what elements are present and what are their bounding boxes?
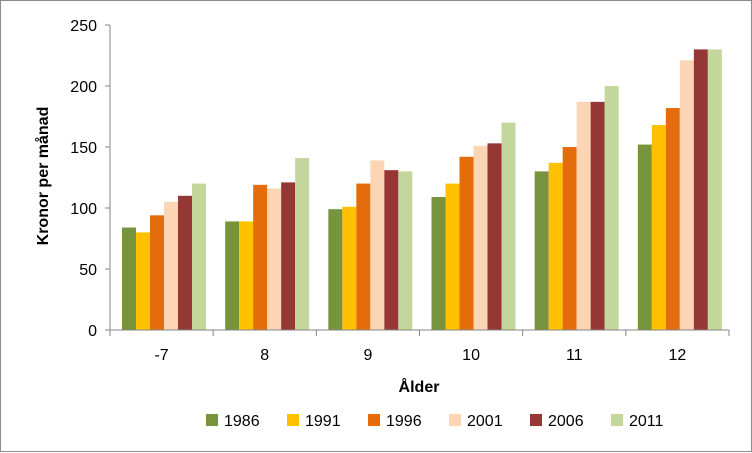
y-axis-title: Kronor per månad [34,107,52,246]
bar-1986-12 [637,144,652,330]
x-tick-label: -7 [154,347,168,364]
x-tick-label: 8 [260,347,269,364]
legend-label-2006: 2006 [548,413,584,430]
bar-2006-8 [281,182,296,330]
bar-1991-12 [651,125,666,330]
x-axis-title: Ålder [399,377,440,396]
bar-2011-10 [501,122,516,330]
bar-1986-10 [431,197,446,330]
y-tick-label: 100 [70,201,97,218]
x-tick-label: 11 [566,347,583,364]
bar-1996-12 [665,107,680,331]
bar-1991-11 [548,162,563,330]
bar-1986-11 [534,171,549,330]
legend-swatch-2001 [449,414,461,426]
bar-2011--7 [192,183,206,330]
bar-1996--7 [150,215,164,330]
bar-1996-10 [459,156,474,330]
bar-2001-10 [473,145,488,330]
bar-2001-9 [370,160,385,330]
legend-swatch-1991 [287,414,299,426]
x-tick-label: 10 [462,347,480,364]
bar-2011-9 [398,171,413,330]
legend-label-1991: 1991 [305,413,341,430]
bar-2001-8 [267,188,282,330]
legend-label-1986: 1986 [224,413,260,430]
bar-2011-8 [295,157,310,330]
y-tick-label: 50 [79,262,97,279]
bar-2006-12 [693,49,708,331]
y-tick-label: 250 [70,18,97,35]
x-tick-label: 12 [669,347,687,364]
bar-1986--7 [122,227,136,330]
bar-1996-11 [562,147,577,330]
y-tick-label: 0 [88,323,97,340]
bar-2001-11 [576,101,591,330]
bar-2001--7 [164,201,178,330]
legend-swatch-1996 [368,414,380,426]
bar-1991-8 [239,221,254,330]
bar-1986-9 [328,209,343,330]
bar-1996-9 [356,183,371,330]
bar-2006-10 [487,143,502,330]
legend-swatch-1986 [206,414,218,426]
legend-swatch-2006 [530,414,542,426]
x-tick-label: 9 [363,347,372,364]
legend-label-1996: 1996 [386,413,422,430]
bar-1991-9 [342,206,357,330]
bar-2006-11 [590,101,605,330]
bar-1991-10 [445,183,460,330]
bar-2011-12 [707,49,722,331]
y-tick-label: 200 [70,79,97,96]
bar-2011-11 [604,86,619,330]
bar-2006-9 [384,170,399,330]
legend-swatch-2011 [611,414,623,426]
y-tick-label: 150 [70,140,97,157]
legend-label-2001: 2001 [467,413,503,430]
bar-1991--7 [136,232,150,330]
bar-2006--7 [178,195,192,330]
bar-1986-8 [225,221,240,330]
bar-1996-8 [253,184,268,330]
bar-2001-12 [679,60,694,330]
legend-label-2011: 2011 [629,413,664,430]
